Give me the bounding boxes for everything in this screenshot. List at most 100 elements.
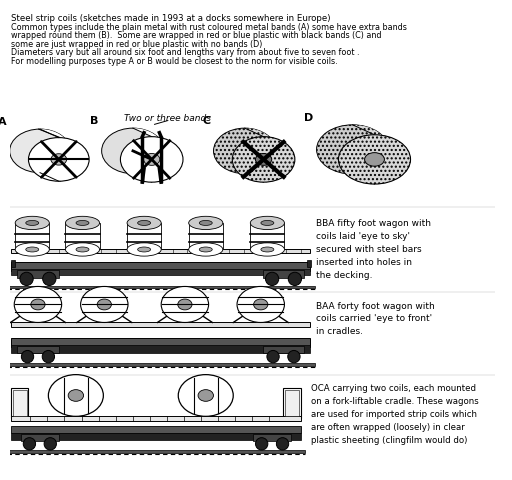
Ellipse shape	[14, 287, 61, 323]
Ellipse shape	[261, 247, 274, 252]
Bar	[15, 223, 49, 250]
Ellipse shape	[143, 154, 160, 165]
Ellipse shape	[68, 390, 83, 401]
Ellipse shape	[42, 272, 56, 286]
Polygon shape	[353, 125, 411, 184]
Ellipse shape	[250, 216, 285, 229]
Ellipse shape	[80, 287, 128, 323]
Text: B: B	[91, 116, 99, 126]
Bar	[11, 262, 310, 271]
Ellipse shape	[338, 135, 411, 184]
Ellipse shape	[66, 216, 99, 229]
Bar	[7, 450, 305, 453]
Ellipse shape	[138, 220, 151, 226]
Bar	[17, 270, 59, 278]
Ellipse shape	[26, 220, 39, 226]
Text: C: C	[203, 116, 210, 126]
Bar	[284, 388, 301, 418]
Text: For modelling purposes type A or B would be closest to the norm for visible coil: For modelling purposes type A or B would…	[11, 57, 338, 66]
Bar	[21, 434, 59, 441]
Bar	[13, 390, 27, 416]
Ellipse shape	[232, 137, 295, 182]
Polygon shape	[40, 129, 89, 181]
Bar	[11, 323, 310, 327]
Bar	[11, 345, 310, 353]
Ellipse shape	[198, 390, 214, 401]
Ellipse shape	[138, 247, 151, 252]
Text: some are just wrapped in red or blue plastic with no bands (D): some are just wrapped in red or blue pla…	[11, 40, 263, 49]
Bar	[11, 426, 301, 433]
Bar	[285, 390, 298, 416]
Ellipse shape	[178, 299, 192, 310]
Bar	[66, 223, 99, 250]
Ellipse shape	[66, 243, 99, 256]
Ellipse shape	[365, 153, 385, 166]
Ellipse shape	[250, 243, 285, 256]
Ellipse shape	[15, 216, 49, 229]
Bar	[11, 269, 310, 275]
Ellipse shape	[10, 129, 70, 173]
Ellipse shape	[261, 220, 274, 226]
Ellipse shape	[51, 154, 67, 165]
Ellipse shape	[125, 145, 141, 156]
Ellipse shape	[102, 128, 164, 174]
Ellipse shape	[97, 299, 112, 310]
Bar	[263, 346, 304, 353]
Bar	[11, 416, 301, 421]
Bar	[127, 223, 161, 250]
Ellipse shape	[161, 287, 208, 323]
Polygon shape	[133, 128, 183, 182]
Ellipse shape	[127, 243, 161, 256]
Ellipse shape	[255, 154, 272, 165]
Ellipse shape	[29, 138, 89, 181]
Bar	[17, 346, 59, 353]
Ellipse shape	[189, 216, 223, 229]
Ellipse shape	[214, 128, 276, 174]
Ellipse shape	[44, 438, 56, 450]
Text: Common types include the plain metal with rust coloured metal bands (A) some hav: Common types include the plain metal wit…	[11, 23, 407, 32]
Ellipse shape	[20, 272, 33, 286]
Ellipse shape	[26, 247, 39, 252]
Ellipse shape	[120, 137, 183, 182]
Ellipse shape	[189, 243, 223, 256]
Bar	[189, 223, 223, 250]
Ellipse shape	[316, 125, 389, 174]
Ellipse shape	[253, 299, 268, 310]
Bar	[7, 286, 315, 288]
Bar	[11, 337, 310, 347]
Ellipse shape	[42, 350, 55, 363]
Ellipse shape	[178, 374, 233, 416]
Text: Steel strip coils (sketches made in 1993 at a docks somewhere in Europe): Steel strip coils (sketches made in 1993…	[11, 14, 331, 24]
Ellipse shape	[76, 247, 89, 252]
Bar	[11, 260, 15, 267]
Ellipse shape	[22, 350, 34, 363]
Bar	[253, 434, 291, 441]
Text: A: A	[0, 117, 7, 127]
Ellipse shape	[266, 272, 279, 286]
Text: BAA forty foot wagon with
coils carried 'eye to front'
in cradles.: BAA forty foot wagon with coils carried …	[316, 301, 435, 336]
Ellipse shape	[288, 350, 300, 363]
Bar	[7, 363, 315, 366]
Text: BBA fifty foot wagon with
coils laid 'eye to sky'
secured with steel bars
insert: BBA fifty foot wagon with coils laid 'ey…	[316, 219, 431, 279]
Bar	[11, 433, 301, 440]
Ellipse shape	[48, 374, 103, 416]
Ellipse shape	[288, 272, 302, 286]
Bar	[11, 388, 29, 418]
Ellipse shape	[32, 145, 48, 156]
Polygon shape	[245, 128, 295, 182]
Ellipse shape	[237, 287, 285, 323]
Ellipse shape	[23, 438, 35, 450]
Bar	[11, 250, 310, 253]
Bar	[250, 223, 285, 250]
Text: Two or three bands: Two or three bands	[124, 114, 211, 123]
Ellipse shape	[267, 350, 279, 363]
Text: D: D	[305, 113, 314, 123]
Ellipse shape	[127, 216, 161, 229]
Text: OCA carrying two coils, each mounted
on a fork-liftable cradle. These wagons
are: OCA carrying two coils, each mounted on …	[311, 384, 479, 444]
Ellipse shape	[255, 438, 268, 450]
Ellipse shape	[199, 247, 212, 252]
Bar	[307, 260, 311, 267]
Ellipse shape	[31, 299, 45, 310]
Ellipse shape	[276, 438, 289, 450]
Ellipse shape	[199, 220, 212, 226]
